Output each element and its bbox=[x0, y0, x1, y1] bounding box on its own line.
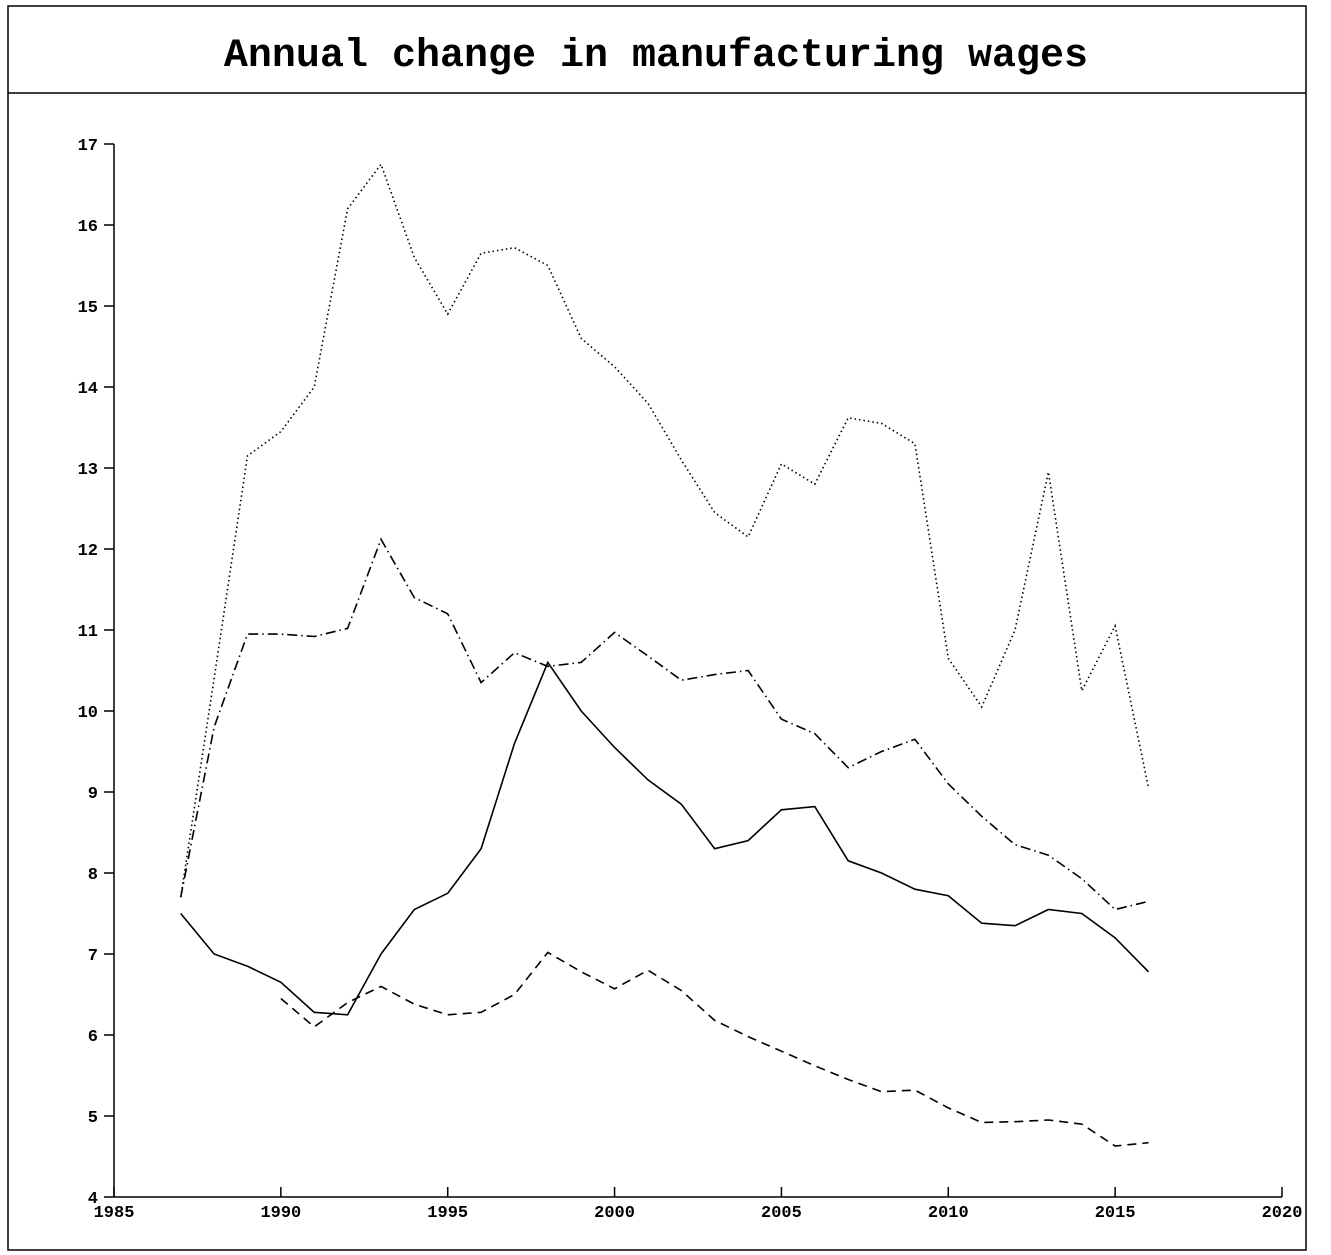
y-tick-label: 16 bbox=[78, 218, 98, 237]
y-tick-label: 6 bbox=[88, 1028, 98, 1047]
y-tick-label: 10 bbox=[78, 704, 98, 723]
series-line bbox=[280, 951, 1149, 1147]
frame bbox=[7, 5, 1307, 1251]
y-tick-label: 11 bbox=[78, 623, 98, 642]
y-tick-label: 8 bbox=[88, 866, 98, 885]
y-tick-label: 14 bbox=[78, 380, 98, 399]
x-tick-label: 1995 bbox=[427, 1204, 468, 1223]
x-tick-label: 2015 bbox=[1095, 1204, 1136, 1223]
series-line bbox=[179, 537, 1149, 911]
chart-title: Annual change in manufacturing wages bbox=[224, 34, 1088, 79]
y-tick-label: 9 bbox=[88, 785, 98, 804]
y-tick-label: 5 bbox=[88, 1109, 98, 1128]
y-tick-label: 12 bbox=[78, 542, 98, 561]
x-tick-label: 2020 bbox=[1262, 1204, 1303, 1223]
y-tick-label: 7 bbox=[88, 947, 98, 966]
x-tick-label: 2010 bbox=[928, 1204, 969, 1223]
y-tick-label: 17 bbox=[78, 137, 98, 156]
x-tick-label: 2005 bbox=[761, 1204, 802, 1223]
y-tick-label: 15 bbox=[78, 299, 98, 318]
series-line bbox=[179, 162, 1150, 898]
x-tick-label: 1985 bbox=[94, 1204, 135, 1223]
y-tick-label: 4 bbox=[88, 1190, 98, 1209]
series-line bbox=[180, 660, 1150, 1016]
x-tick-label: 1990 bbox=[260, 1204, 301, 1223]
x-tick-label: 2000 bbox=[594, 1204, 635, 1223]
y-tick-label: 13 bbox=[78, 461, 98, 480]
